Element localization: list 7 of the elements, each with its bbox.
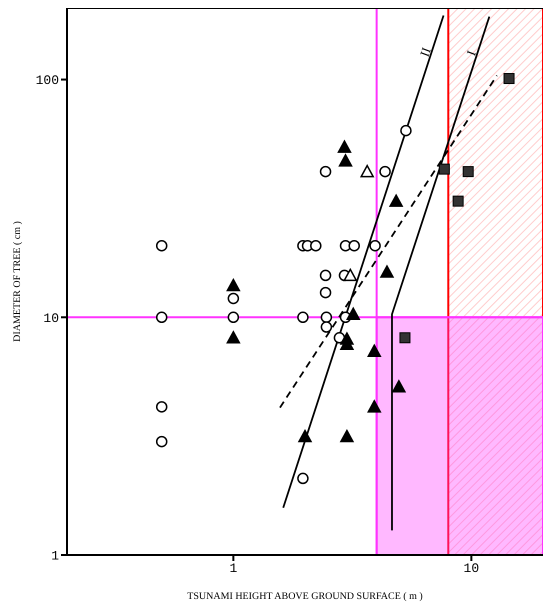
y-axis-title: DIAMETER OF TREE ( cm ): [12, 221, 23, 342]
text: I: [463, 48, 479, 58]
y-tick-label: 100: [36, 73, 59, 88]
text: II: [416, 45, 434, 59]
y-tick-label: 10: [43, 310, 59, 326]
y-tick-label: 1: [51, 548, 60, 564]
x-axis-title: TSUNAMI HEIGHT ABOVE GROUND SURFACE ( m ): [187, 591, 423, 602]
